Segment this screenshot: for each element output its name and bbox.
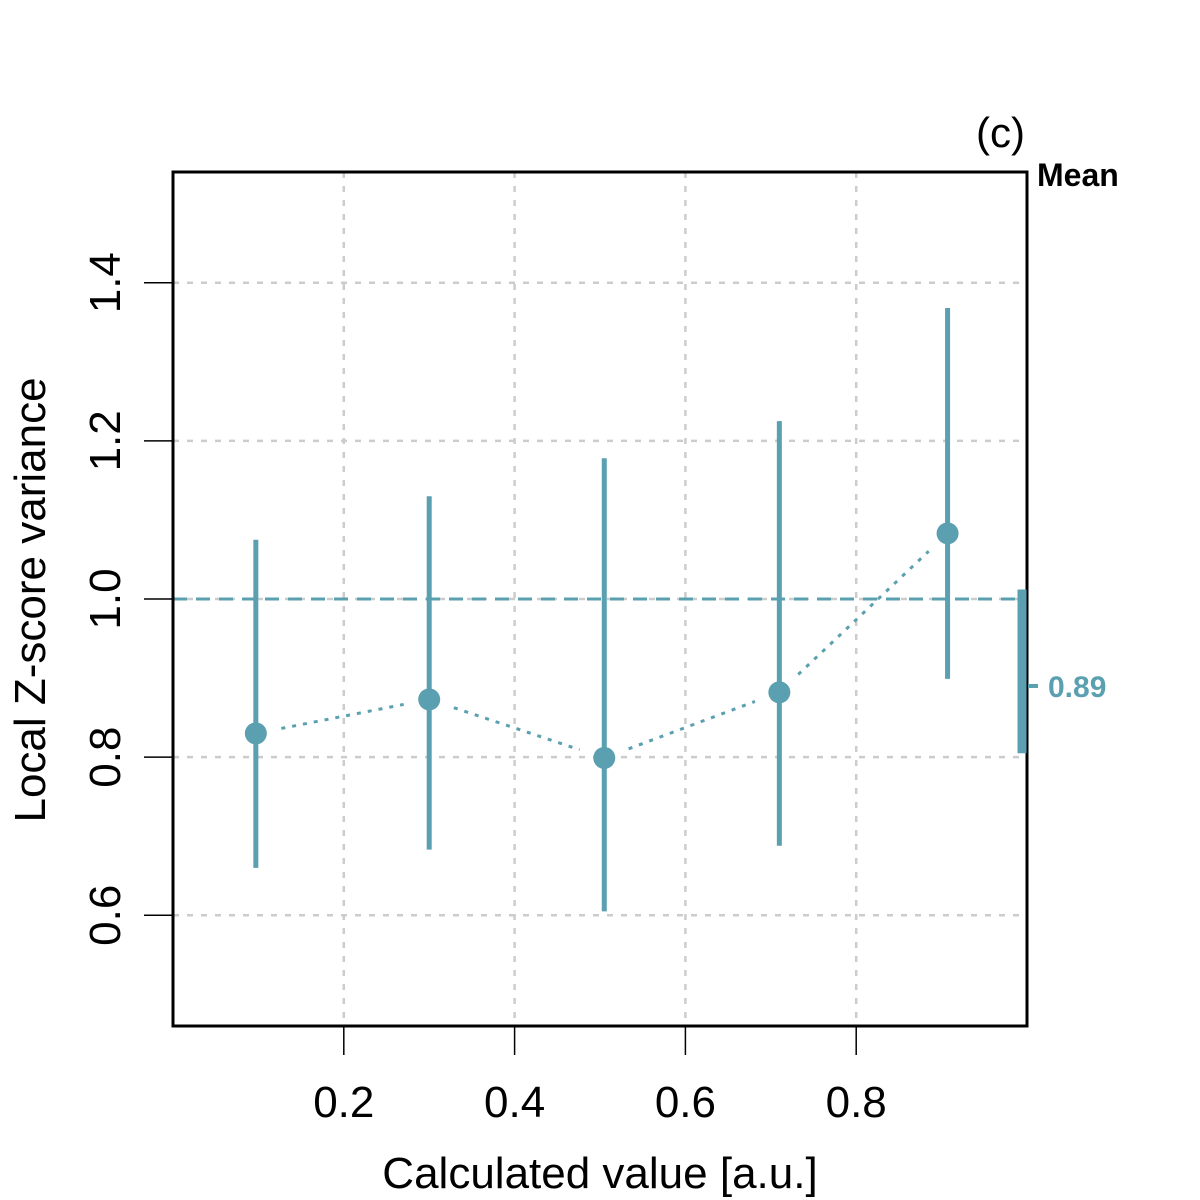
x-tick-label: 0.4 <box>484 1078 545 1127</box>
data-point <box>593 746 616 769</box>
y-tick-label: 0.8 <box>81 727 130 788</box>
connector-line <box>628 700 756 751</box>
x-tick-label: 0.8 <box>826 1078 887 1127</box>
mean-title: Mean <box>1037 157 1119 193</box>
connector-line <box>453 706 581 752</box>
y-tick-label: 1.2 <box>81 410 130 471</box>
mean-value-label: 0.89 <box>1048 671 1106 704</box>
y-tick-label: 1.0 <box>81 568 130 629</box>
connector-line <box>797 550 930 676</box>
data-point <box>244 722 267 745</box>
point-layer <box>244 522 959 769</box>
y-tick-label: 1.4 <box>81 252 130 313</box>
panel-label: (c) <box>976 109 1025 156</box>
y-axis: 0.6 0.8 1.0 1.2 1.4 <box>81 252 173 946</box>
y-tick-label: 0.6 <box>81 885 130 946</box>
data-point <box>418 688 441 711</box>
y-axis-title: Local Z-score variance <box>6 377 55 822</box>
data-point <box>768 681 791 704</box>
x-axis-title: Calculated value [a.u.] <box>382 1149 817 1198</box>
x-axis: 0.2 0.4 0.6 0.8 <box>313 1026 887 1127</box>
connector-line <box>281 702 404 730</box>
x-tick-label: 0.6 <box>655 1078 716 1127</box>
mean-indicator: 0.89 <box>1017 589 1106 754</box>
error-bar-layer <box>253 308 951 912</box>
data-point <box>936 522 959 545</box>
x-tick-label: 0.2 <box>313 1078 374 1127</box>
connector-layer <box>281 550 930 752</box>
